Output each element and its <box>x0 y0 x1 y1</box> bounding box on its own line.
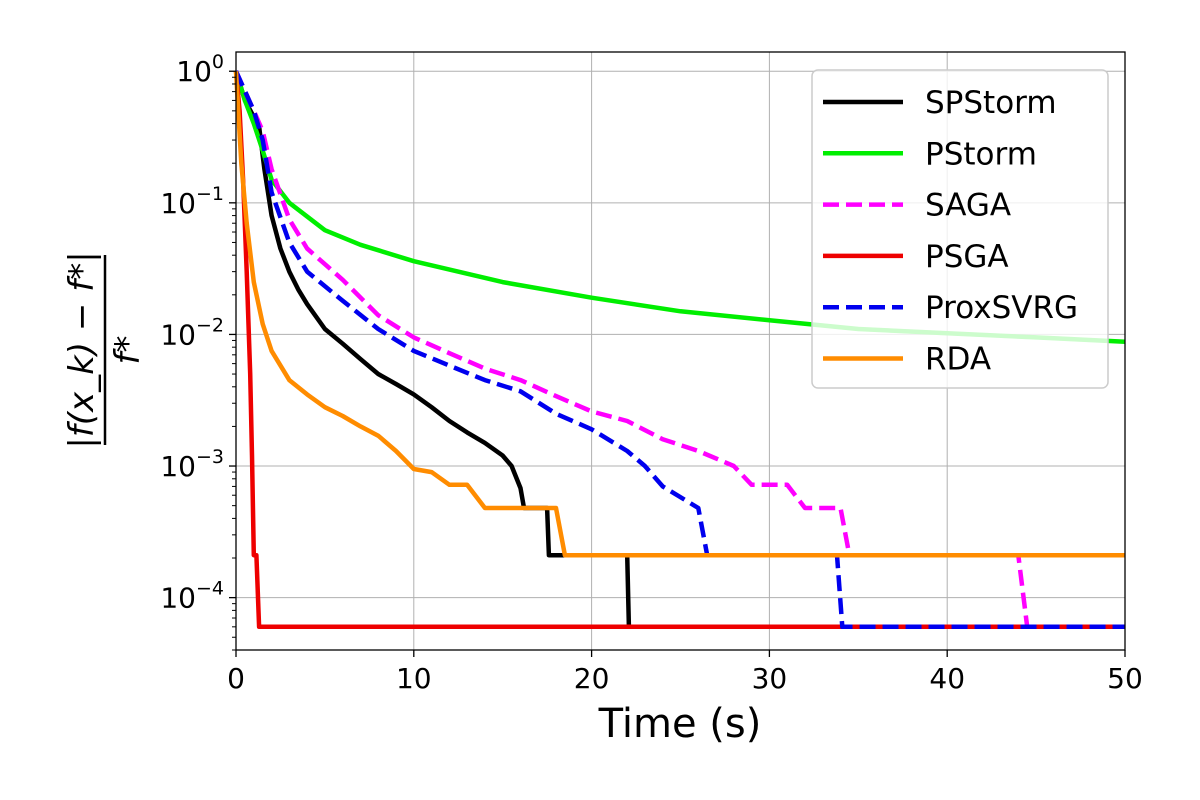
x-tick-label: 10 <box>396 662 432 695</box>
plot-frame <box>235 51 1126 651</box>
x-tick-label: 20 <box>574 662 610 695</box>
y-axis-label: |f(x_k) − f*| f* <box>62 251 148 448</box>
legend-label-spstorm: SPStorm <box>925 85 1057 121</box>
y-tick-exponent: −2 <box>196 314 224 336</box>
y-tick-base: 10 <box>176 55 212 88</box>
y-axis-label-numerator: |f(x_k) − f*| <box>62 251 102 448</box>
y-tick-label: 100 <box>176 51 224 88</box>
y-tick-label: 10−1 <box>160 183 224 220</box>
y-tick-label: 10−2 <box>160 314 224 351</box>
series-line-saga <box>233 70 1125 630</box>
legend-label-saga: SAGA <box>925 188 1011 224</box>
y-tick-exponent: −4 <box>196 578 224 600</box>
y-tick-base: 10 <box>160 318 196 351</box>
y-tick-base: 10 <box>160 582 196 615</box>
x-tick-label: 50 <box>1107 662 1143 695</box>
legend-label-rda: RDA <box>925 342 991 378</box>
x-tick-label: 40 <box>929 662 965 695</box>
y-tick-exponent: 0 <box>212 51 224 73</box>
x-tick-label: 0 <box>227 662 245 695</box>
series-line-spstorm <box>233 70 1125 630</box>
x-axis-label: Time (s) <box>598 701 762 747</box>
x-tick-label: 30 <box>752 662 788 695</box>
series-line-proxsvrg <box>233 70 1125 630</box>
x-axis: 0 10 20 30 40 50 <box>227 650 1143 695</box>
y-tick-base: 10 <box>160 187 196 220</box>
y-tick-base: 10 <box>160 450 196 483</box>
legend: SPStorm PStorm SAGA PSGA ProxSVRG RDA <box>811 69 1109 389</box>
y-tick-exponent: −3 <box>196 446 224 468</box>
y-tick-label: 10−3 <box>160 446 224 483</box>
series-line-rda <box>233 71 1125 558</box>
legend-label-psga: PSGA <box>925 239 1009 275</box>
legend-box <box>811 69 1109 389</box>
legend-label-pstorm: PStorm <box>925 136 1037 172</box>
y-tick-label: 10−4 <box>160 578 224 615</box>
series-layer <box>233 70 1126 630</box>
legend-label-proxsvrg: ProxSVRG <box>925 290 1078 326</box>
y-tick-exponent: −1 <box>196 183 224 205</box>
y-axis-label-denominator: f* <box>108 336 148 365</box>
